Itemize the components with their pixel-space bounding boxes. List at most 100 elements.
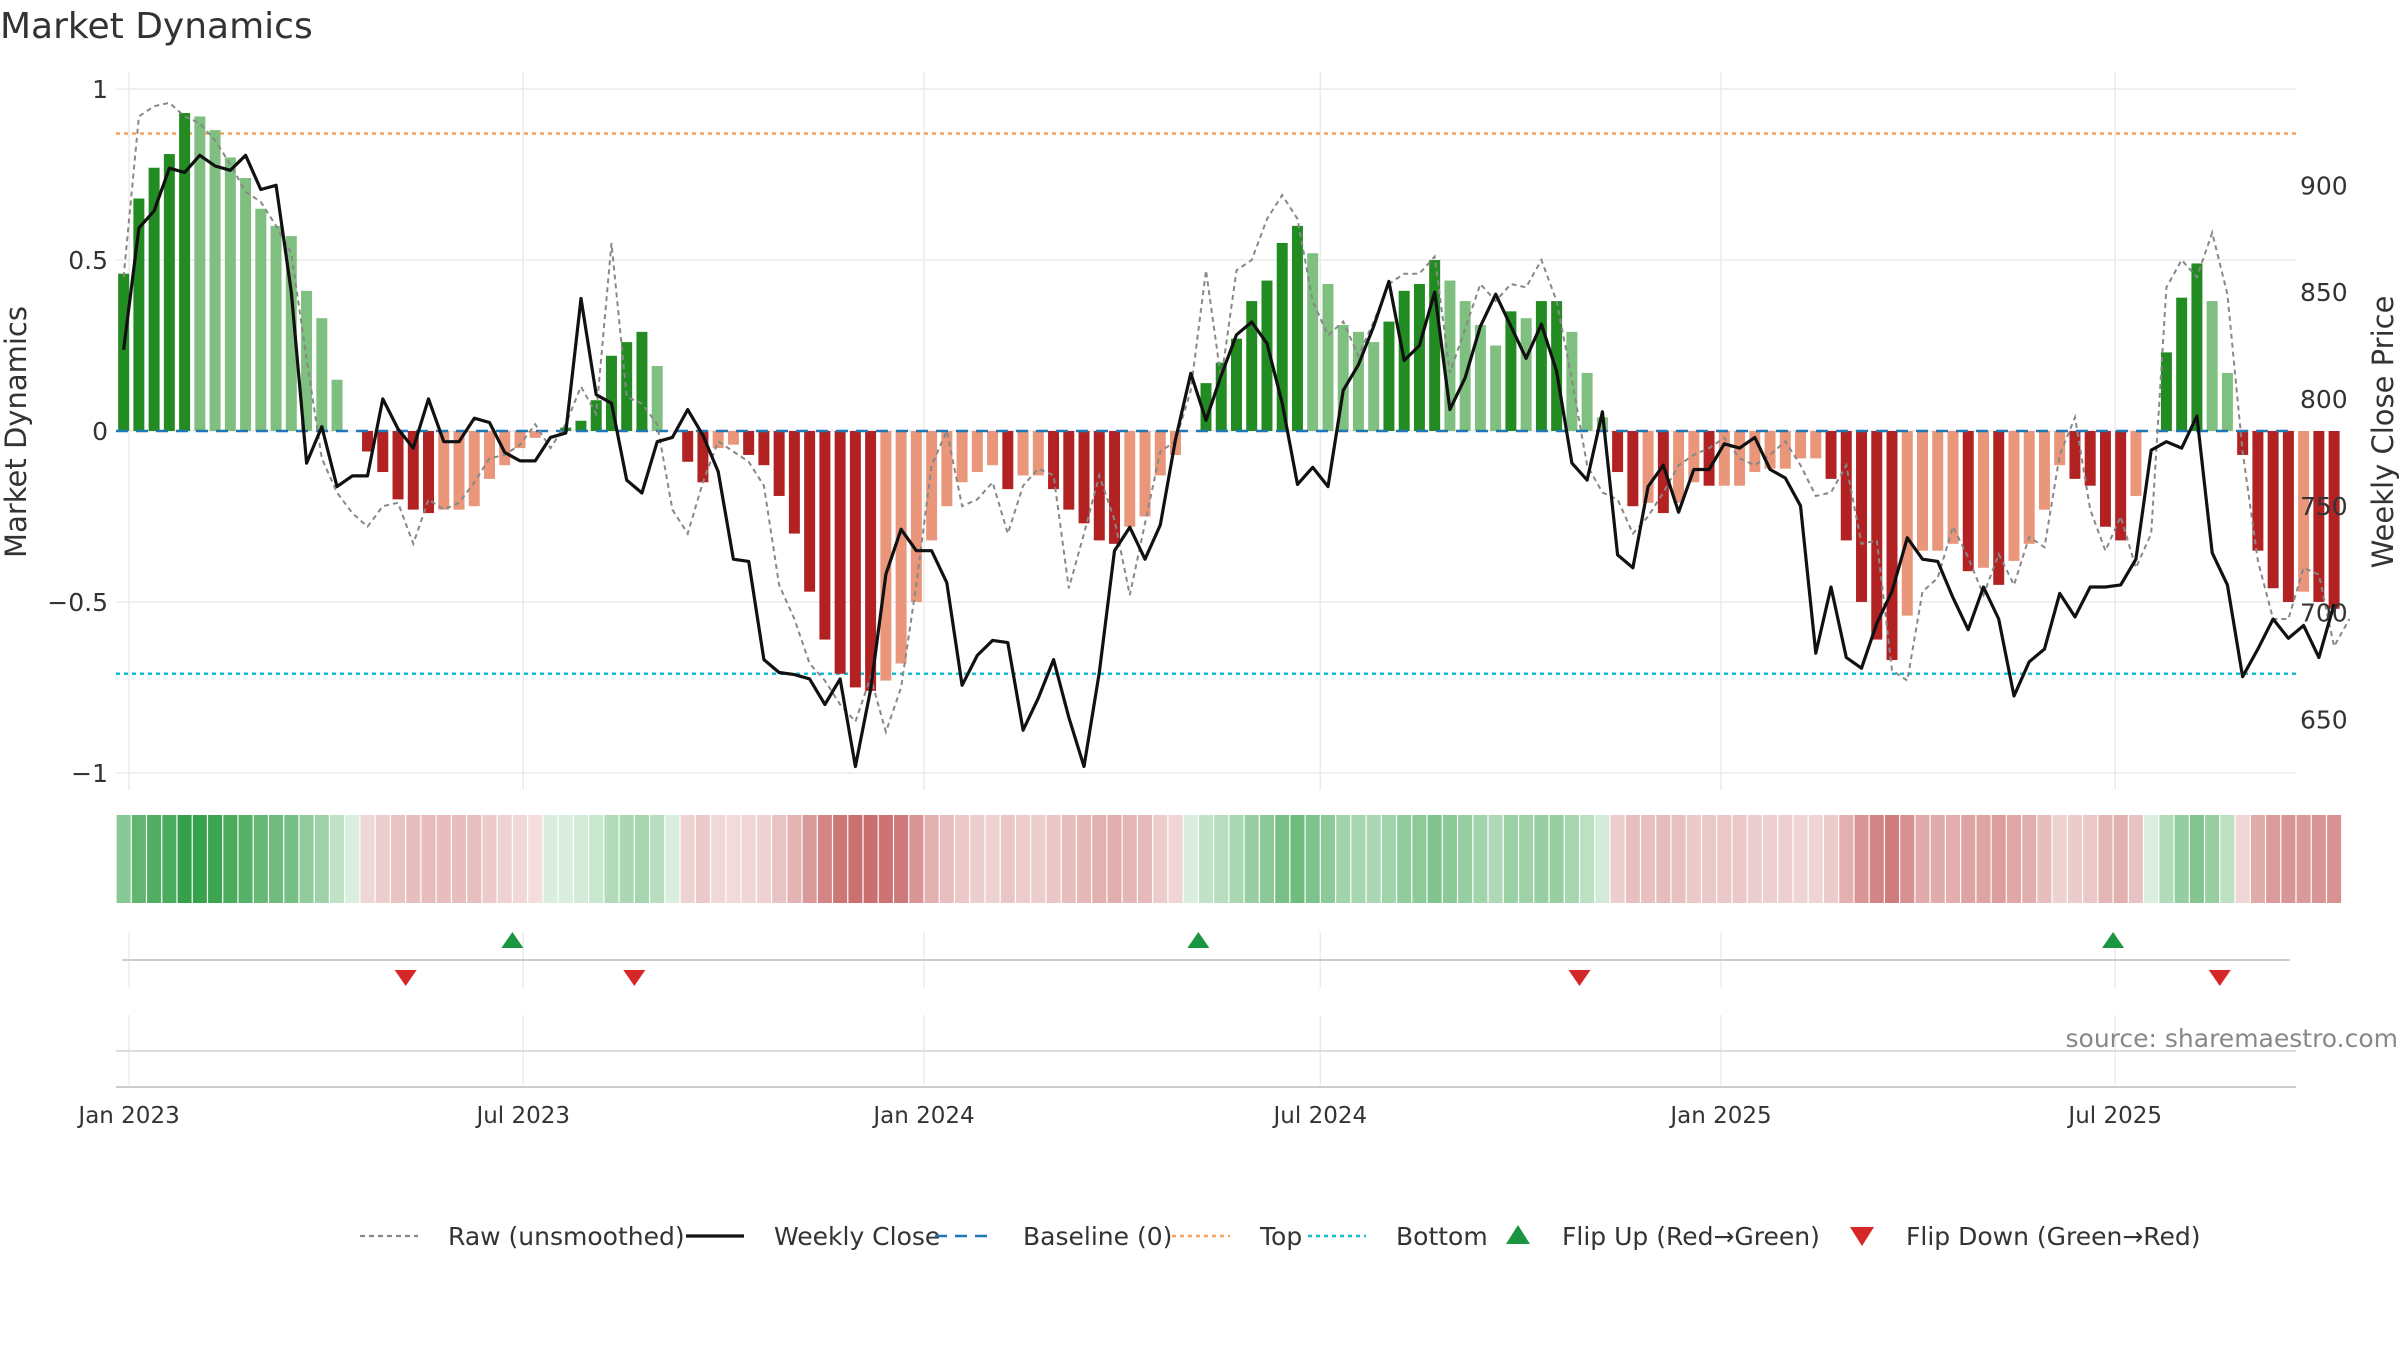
regime-strip-cell (1702, 815, 1717, 903)
regime-strip-cell (2067, 815, 2082, 903)
regime-strip-cell (1610, 815, 1625, 903)
dynamics-bar (1917, 431, 1928, 551)
regime-strip-cell (711, 815, 726, 903)
left-tick-label: 0 (92, 417, 108, 446)
regime-strip-cell (451, 815, 467, 903)
right-tick-label: 900 (2300, 171, 2348, 200)
dynamics-bar (1231, 338, 1242, 431)
regime-strip-cell (467, 815, 482, 903)
dynamics-bar (2206, 301, 2218, 431)
regime-strip-cell (756, 815, 771, 903)
regime-strip-cell (558, 815, 573, 903)
dynamics-bar (2298, 431, 2310, 592)
regime-strip-cell (1564, 815, 1579, 903)
regime-strip-cell (2113, 815, 2128, 903)
regime-strip-cell (1458, 815, 1473, 903)
regime-strip-cell (2037, 815, 2052, 903)
dynamics-bar (2069, 431, 2081, 479)
regime-strip-cell (391, 815, 406, 903)
regime-strip-cell (1061, 815, 1076, 903)
dynamics-bar (1307, 253, 1319, 431)
left-tick-label: −1 (71, 759, 108, 788)
dynamics-bar (224, 157, 236, 431)
dynamics-bar (1840, 431, 1852, 541)
regime-strip-cell (1046, 815, 1061, 903)
regime-strip-cell (695, 815, 710, 903)
x-tick-label: Jul 2024 (1272, 1103, 1368, 1129)
regime-strip-cell (1198, 815, 1214, 903)
dynamics-bar (2328, 431, 2340, 609)
regime-strip-cell (1732, 815, 1747, 903)
dynamics-bar (1276, 242, 1288, 431)
dynamics-bar (423, 431, 435, 514)
dynamics-bar (1551, 301, 1563, 431)
regime-strip-cell (1549, 815, 1564, 903)
regime-strip-cell (2022, 815, 2037, 903)
regime-strip-cell (939, 815, 954, 903)
dynamics-bar (1413, 283, 1425, 431)
regime-strip-cell (787, 815, 802, 903)
dynamics-bar (484, 431, 495, 479)
dynamics-bar (1200, 383, 1212, 431)
dynamics-bar (895, 431, 907, 664)
empty-bottom-panel (116, 1015, 2296, 1088)
regime-strip-cell (482, 815, 497, 903)
dynamics-bar (1947, 431, 1959, 544)
regime-strip-cell (955, 815, 970, 903)
dynamics-bar (1063, 431, 1075, 510)
regime-strip-cell (802, 815, 817, 903)
dynamics-bar (118, 273, 130, 431)
dynamics-bar (2282, 431, 2294, 602)
dynamics-bar (910, 431, 922, 602)
regime-strip-cell (1930, 815, 1945, 903)
regime-strip-cell (1168, 815, 1183, 903)
regime-strip-cell (1534, 815, 1549, 903)
regime-strip-cell (223, 815, 238, 903)
dynamics-bar (1977, 431, 1989, 568)
dynamics-bar (1032, 431, 1044, 476)
legend-label: Weekly Close (774, 1222, 940, 1251)
dynamics-bar (1093, 431, 1105, 541)
dynamics-bar (712, 431, 724, 449)
regime-strip-cell (589, 815, 604, 903)
regime-strip-cell (894, 815, 909, 903)
regime-strip-cell (1945, 815, 1961, 903)
dynamics-bar (148, 167, 160, 431)
dynamics-bar (1688, 431, 1700, 483)
dynamics-bar (2252, 431, 2264, 551)
legend-item: Baseline (0) (935, 1222, 1172, 1251)
regime-strip-cell (2128, 815, 2143, 903)
regime-strip-cell (2144, 815, 2159, 903)
regime-strip-cell (162, 815, 177, 903)
right-y-axis: 900 850 800 750 700 650 (2300, 171, 2348, 734)
regime-strip-cell (665, 815, 680, 903)
dynamics-bar (1124, 431, 1136, 527)
dynamics-bar (194, 116, 206, 431)
dynamics-bar (758, 431, 770, 466)
dynamics-bar (1139, 431, 1151, 517)
dynamics-bar (834, 431, 846, 674)
dynamics-bar (1993, 431, 2005, 585)
x-axis: Jan 2023 Jul 2023 Jan 2024 Jul 2024 Jan 2025… (76, 1103, 2162, 1129)
dynamics-bar (1215, 362, 1227, 431)
dynamics-bar (1703, 431, 1715, 486)
regime-strip-cell (1869, 815, 1884, 903)
regime-strip-cell (1656, 815, 1671, 903)
legend-item: Flip Up (Red→Green) (1506, 1222, 1820, 1251)
regime-strip-cell (1366, 815, 1381, 903)
flip-up-marker (501, 932, 524, 948)
regime-strip-cell (985, 815, 1000, 903)
right-axis-label: Weekly Close Price (2366, 296, 2400, 569)
regime-strip-cell (1991, 815, 2006, 903)
regime-strip-cell (924, 815, 939, 903)
reference-lines (116, 132, 2296, 676)
regime-strip-cell (2250, 815, 2265, 903)
x-tick-label: Jan 2025 (1668, 1103, 1771, 1129)
regime-strip-cell (2220, 815, 2235, 903)
regime-strip-cell (406, 815, 421, 903)
dynamics-bar (2115, 431, 2127, 541)
flip-down-marker (394, 970, 417, 986)
regime-strip-cell (375, 815, 390, 903)
regime-strip-cell (1077, 815, 1092, 903)
dynamics-bar (682, 431, 694, 462)
